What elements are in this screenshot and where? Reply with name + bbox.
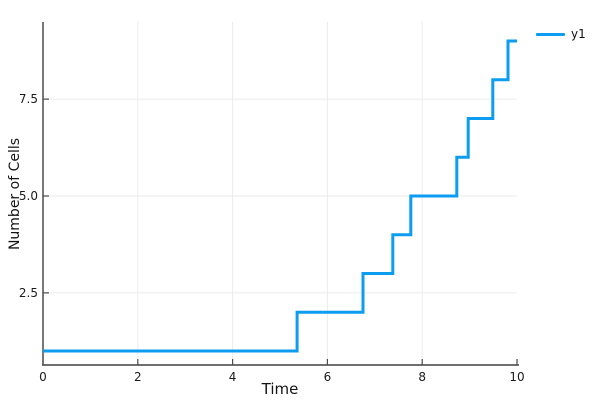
y-tick-label: 5.0 (19, 189, 38, 203)
x-tick-label: 10 (509, 370, 524, 384)
x-tick-label: 6 (324, 370, 332, 384)
x-tick-label: 2 (134, 370, 142, 384)
legend-series-label: y1 (571, 27, 586, 41)
x-tick-label: 8 (418, 370, 426, 384)
y-axis-title-text: Number of Cells (7, 137, 24, 250)
legend-line-swatch (536, 32, 565, 36)
x-tick-label: 0 (39, 370, 47, 384)
y-tick-label: 7.5 (19, 92, 38, 106)
series-step-line (43, 39, 517, 353)
legend: y1 (536, 28, 586, 40)
y-tick-label: 2.5 (19, 286, 38, 300)
x-tick-label: 4 (229, 370, 237, 384)
x-axis-title: Time (261, 380, 299, 398)
y-axis-title: Number of Cells (0, 22, 30, 365)
